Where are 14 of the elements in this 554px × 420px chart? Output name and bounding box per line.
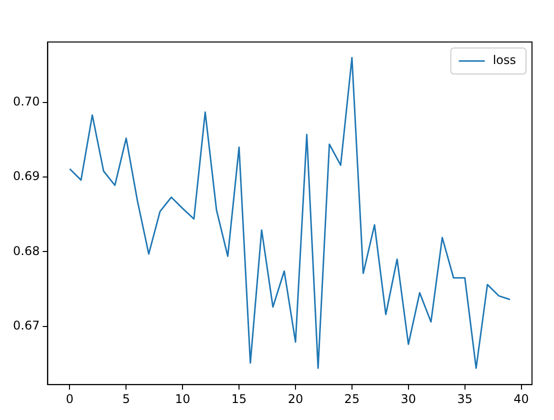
y-tick-label: 0.68 — [13, 244, 40, 258]
x-tick-label: 5 — [122, 392, 130, 406]
y-tick-label: 0.70 — [13, 94, 40, 109]
x-tick-label: 0 — [66, 392, 74, 406]
x-tick-label: 10 — [174, 392, 190, 406]
legend-label: loss — [492, 53, 516, 68]
y-tick-label: 0.67 — [13, 318, 40, 333]
x-tick-label: 40 — [514, 392, 529, 406]
x-tick-label: 25 — [344, 392, 360, 406]
x-tick-label: 30 — [400, 392, 416, 406]
x-tick-label: 15 — [231, 392, 247, 406]
x-tick-label: 20 — [288, 392, 304, 406]
x-tick-label: 35 — [457, 392, 472, 406]
y-tick-label: 0.69 — [13, 169, 40, 184]
